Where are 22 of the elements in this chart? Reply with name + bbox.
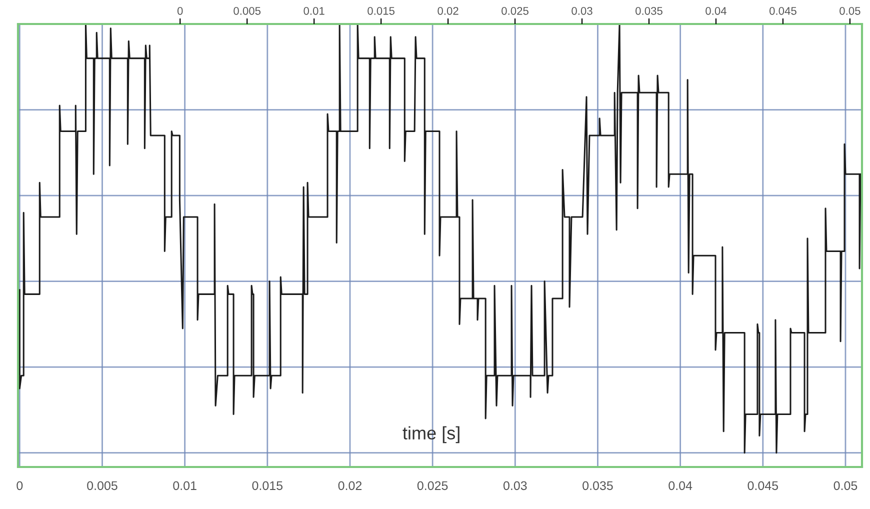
- x-tick-label: 0.035: [582, 481, 613, 490]
- x-tick-label: 0.015: [252, 481, 283, 490]
- x-tick-label: 0.03: [503, 481, 527, 490]
- x2-tick-label: 0.02: [438, 6, 458, 15]
- x-tick-label: 0: [16, 481, 23, 490]
- x-tick-label: 0.04: [668, 481, 692, 490]
- x-tick-label: 0.05: [834, 481, 858, 490]
- x2-tick-label: 0.05: [840, 6, 860, 15]
- x-tick-label: 0.025: [417, 481, 448, 490]
- x-tick-label: 0.005: [87, 481, 118, 490]
- x2-tick-label: 0.045: [769, 6, 796, 15]
- x2-tick-label: 0: [177, 6, 183, 15]
- x2-tick-label: 0.025: [502, 6, 528, 15]
- x-tick-label: 0.045: [748, 481, 778, 490]
- x2-tick-label: 0.005: [234, 6, 261, 15]
- x2-tick-label: 0.015: [368, 6, 394, 15]
- x2-tick-label: 0.03: [572, 6, 592, 15]
- x-tick-label: 0.01: [173, 481, 196, 490]
- x2-tick-label: 0.035: [636, 6, 662, 15]
- x2-tick-label: 0.04: [706, 6, 726, 15]
- x-tick-label: 0.02: [338, 481, 362, 490]
- x2-tick-label: 0.01: [304, 6, 324, 15]
